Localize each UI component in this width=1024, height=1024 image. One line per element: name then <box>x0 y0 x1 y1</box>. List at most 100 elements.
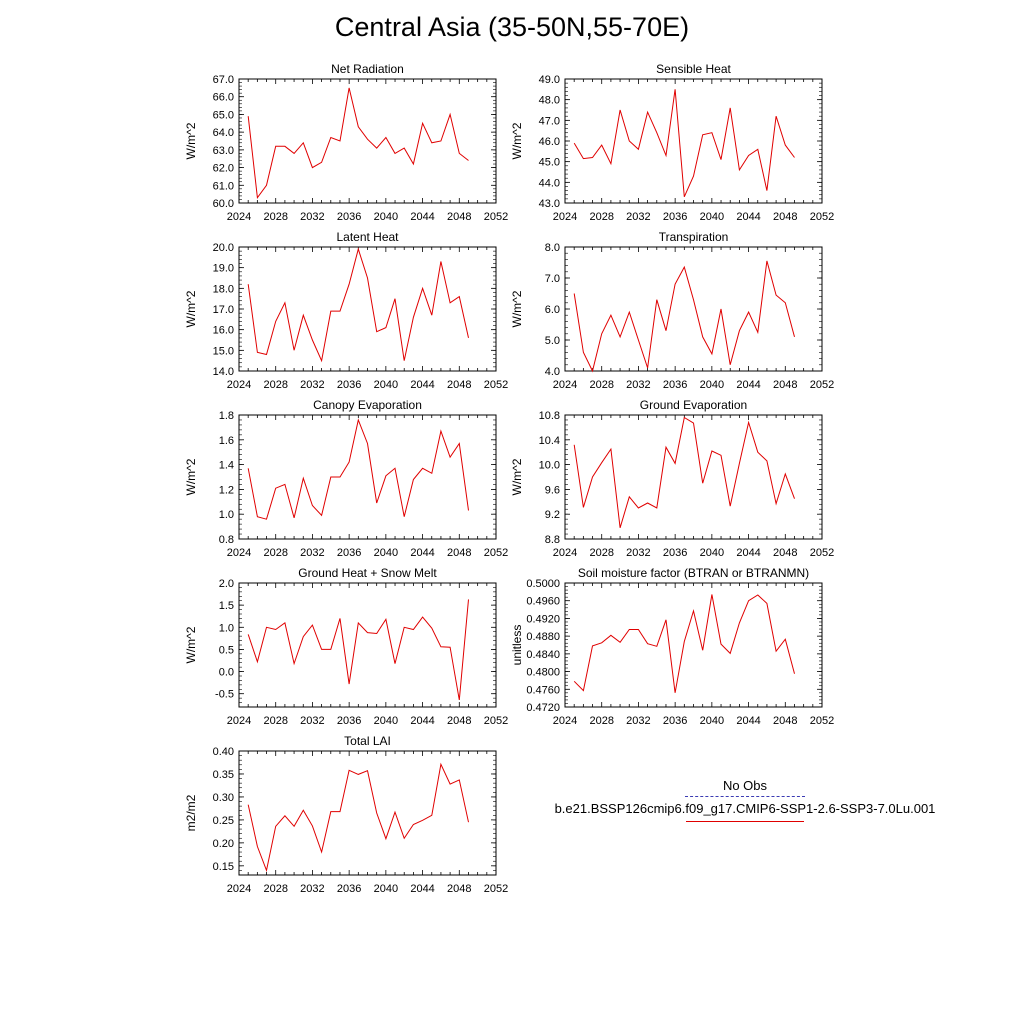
x-tick-label: 2028 <box>263 883 287 895</box>
x-tick-label: 2036 <box>337 379 361 391</box>
x-tick-label: 2044 <box>736 211 760 223</box>
legend-obs-line <box>685 796 805 797</box>
y-axis-label: W/m^2 <box>184 458 198 495</box>
y-tick-label: 1.6 <box>219 435 234 447</box>
plot-frame <box>564 414 823 540</box>
x-tick-label: 2028 <box>263 211 287 223</box>
y-tick-label: 43.0 <box>539 198 560 210</box>
plot-frame <box>238 414 497 540</box>
y-tick-label: 49.0 <box>539 74 560 86</box>
chart-panel: Ground Evaporation W/m^2 2024 2028 2032 2036 2… <box>510 398 834 559</box>
y-tick-label: 14.0 <box>213 366 234 378</box>
y-tick-label: 9.2 <box>545 509 560 521</box>
x-tick-label: 2032 <box>300 379 324 391</box>
x-tick-label: 2024 <box>227 379 251 391</box>
x-tick-label: 2028 <box>263 547 287 559</box>
y-tick-label: 64.0 <box>213 127 234 139</box>
plot-frame <box>564 78 823 204</box>
x-tick-label: 2028 <box>263 379 287 391</box>
y-tick-label: 0.0 <box>219 667 234 679</box>
y-tick-label: 1.0 <box>219 622 234 634</box>
x-tick-label: 2028 <box>589 547 613 559</box>
x-tick-label: 2024 <box>227 547 251 559</box>
x-tick-label: 2040 <box>700 211 724 223</box>
series-line <box>573 416 795 528</box>
x-tick-label: 2024 <box>553 547 577 559</box>
chart-panel: Net Radiation W/m^2 2024 2028 2032 2036 2040 20… <box>184 62 508 223</box>
x-tick-label: 2048 <box>773 211 797 223</box>
y-tick-label: 10.8 <box>539 410 560 422</box>
x-tick-label: 2032 <box>626 211 650 223</box>
x-tick-label: 2032 <box>626 379 650 391</box>
y-axis-label: m2/m2 <box>184 794 198 831</box>
x-tick-label: 2036 <box>663 715 687 727</box>
y-axis-label: W/m^2 <box>510 122 524 159</box>
page-title: Central Asia (35-50N,55-70E) <box>334 12 690 42</box>
y-tick-label: 44.0 <box>539 177 560 189</box>
y-tick-label: 0.4760 <box>526 684 560 696</box>
x-tick-label: 2036 <box>663 547 687 559</box>
y-tick-label: 0.4720 <box>526 702 560 714</box>
x-tick-label: 2032 <box>626 547 650 559</box>
chart-panel: Transpiration W/m^2 2024 2028 2032 2036 2040 20… <box>510 230 834 391</box>
y-tick-label: 60.0 <box>213 198 234 210</box>
x-tick-label: 2032 <box>300 883 324 895</box>
x-tick-label: 2028 <box>589 211 613 223</box>
chart-title: Sensible Heat <box>656 62 731 76</box>
x-tick-label: 2044 <box>736 547 760 559</box>
chart-title: Ground Evaporation <box>640 398 747 412</box>
x-tick-label: 2044 <box>410 883 434 895</box>
chart-title: Canopy Evaporation <box>313 398 422 412</box>
y-axis-label: W/m^2 <box>184 626 198 663</box>
x-tick-label: 2028 <box>263 715 287 727</box>
y-tick-label: 5.0 <box>545 335 560 347</box>
y-tick-label: 48.0 <box>539 95 560 107</box>
series-line <box>573 594 795 693</box>
y-tick-label: 0.15 <box>213 861 234 873</box>
y-tick-label: 8.0 <box>545 242 560 254</box>
chart-panel: Soil moisture factor (BTRAN or BTRANMN) u… <box>510 566 834 727</box>
series-line <box>247 762 469 873</box>
series-line <box>247 87 469 200</box>
chart-panel: Canopy Evaporation W/m^2 2024 2028 2032 2036 2… <box>184 398 508 559</box>
x-tick-label: 2040 <box>374 883 398 895</box>
x-tick-label: 2048 <box>773 379 797 391</box>
x-tick-label: 2052 <box>484 547 508 559</box>
y-tick-label: 0.4800 <box>526 667 560 679</box>
y-tick-label: 18.0 <box>213 283 234 295</box>
y-tick-label: 0.20 <box>213 838 234 850</box>
y-tick-label: 62.0 <box>213 163 234 175</box>
chart-title: Soil moisture factor (BTRAN or BTRANMN) <box>578 566 809 580</box>
x-tick-label: 2040 <box>700 547 724 559</box>
y-tick-label: 46.0 <box>539 136 560 148</box>
x-tick-label: 2044 <box>736 715 760 727</box>
y-axis-label: W/m^2 <box>184 290 198 327</box>
plot-frame <box>238 78 497 204</box>
y-tick-label: 10.4 <box>539 435 560 447</box>
x-tick-label: 2052 <box>484 211 508 223</box>
plot-frame <box>238 246 497 372</box>
y-tick-label: 47.0 <box>539 115 560 127</box>
x-tick-label: 2040 <box>374 379 398 391</box>
y-tick-label: 66.0 <box>213 92 234 104</box>
series-line <box>573 89 795 198</box>
y-tick-label: 0.4880 <box>526 631 560 643</box>
y-tick-label: 67.0 <box>213 74 234 86</box>
plot-frame <box>564 246 823 372</box>
x-tick-label: 2052 <box>810 715 834 727</box>
x-tick-label: 2048 <box>447 883 471 895</box>
series-line <box>573 260 795 373</box>
x-tick-label: 2024 <box>227 715 251 727</box>
y-tick-label: 0.25 <box>213 815 234 827</box>
chart-title: Net Radiation <box>331 62 404 76</box>
x-tick-label: 2032 <box>626 715 650 727</box>
x-tick-label: 2040 <box>700 379 724 391</box>
y-tick-label: -0.5 <box>215 689 234 701</box>
series-line <box>247 418 469 520</box>
x-tick-label: 2048 <box>447 379 471 391</box>
x-tick-label: 2044 <box>410 379 434 391</box>
y-tick-label: 65.0 <box>213 109 234 121</box>
chart-panel: Ground Heat + Snow Melt W/m^2 2024 2028 2032… <box>184 566 508 727</box>
x-tick-label: 2048 <box>447 211 471 223</box>
